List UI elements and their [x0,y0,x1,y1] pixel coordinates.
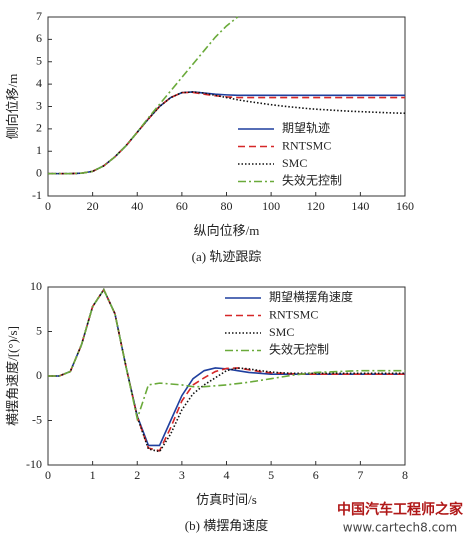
x-tick-label: 6 [313,468,319,482]
y-tick-label: 5 [36,54,42,68]
legend-label: RNTSMC [282,138,331,152]
watermark-url: www.cartech8.com [343,521,457,535]
y-tick-label: -1 [32,188,42,202]
series-line [48,16,239,175]
x-tick-label: 3 [179,468,185,482]
x-tick-label: 60 [176,199,188,213]
series-line [48,288,405,452]
y-tick-label: 6 [36,31,42,45]
legend-label: 期望轨迹 [282,121,330,135]
series-line [48,91,405,175]
y-tick-label: 5 [36,323,42,337]
series-line [48,288,405,422]
x-axis-label: 仿真时间/s [196,492,257,507]
legend-label: 期望横摆角速度 [269,289,353,304]
legend-label: SMC [282,156,307,170]
series-line [48,288,405,447]
series-line [48,91,405,175]
y-tick-label: -10 [26,457,42,471]
x-tick-label: 0 [45,468,51,482]
watermark-brand: 中国汽车工程师之家 [337,501,464,518]
x-tick-label: 8 [402,468,408,482]
y-axis-label: 侧向位移/m [5,74,20,140]
x-tick-label: 0 [45,199,51,213]
x-tick-label: 20 [87,199,99,213]
series-line [48,91,406,175]
x-tick-label: 80 [221,199,233,213]
x-tick-label: 4 [224,468,230,482]
y-tick-label: -5 [32,412,42,426]
y-tick-label: 2 [36,121,42,135]
x-axis-label: 纵向位移/m [194,223,260,238]
x-tick-label: 100 [262,199,280,213]
y-tick-label: 7 [36,9,42,23]
legend-label: 失效无控制 [282,172,342,187]
y-tick-label: 4 [36,76,42,90]
legend-label: RNTSMC [269,307,318,321]
x-tick-label: 5 [268,468,274,482]
chart-caption: (b) 横摆角速度 [185,518,268,533]
y-tick-label: 3 [36,98,42,112]
y-tick-label: 0 [36,368,42,382]
x-tick-label: 140 [351,199,369,213]
legend-label: SMC [269,325,294,339]
chart-caption: (a) 轨迹跟踪 [192,249,262,264]
plot-frame [47,286,406,466]
y-axis-label: 横摆角速度/[(°)/s] [5,326,20,426]
x-tick-label: 7 [357,468,363,482]
x-tick-label: 2 [134,468,140,482]
legend-label: 失效无控制 [269,341,329,356]
y-tick-label: 0 [36,165,42,179]
plot-frame [47,16,406,197]
x-tick-label: 1 [90,468,96,482]
x-tick-label: 40 [131,199,143,213]
x-tick-label: 160 [396,199,414,213]
x-tick-label: 120 [307,199,325,213]
y-tick-label: 10 [30,279,42,293]
y-tick-label: 1 [36,143,42,157]
